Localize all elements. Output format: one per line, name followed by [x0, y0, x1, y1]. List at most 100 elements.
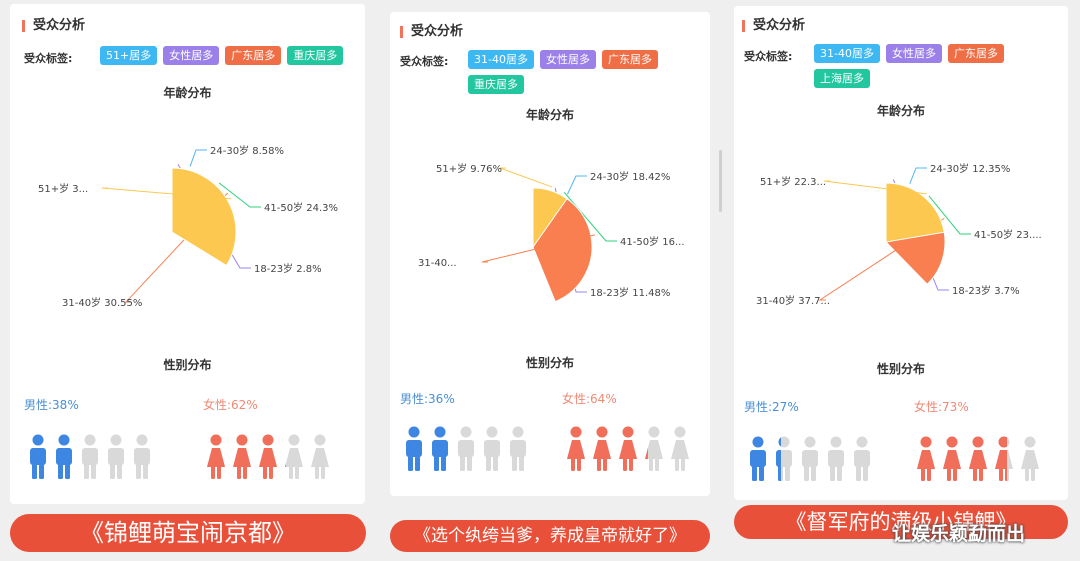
title-banner: 《督军府的满级小锦鲤》	[734, 505, 1068, 539]
pie-leader-line	[567, 175, 587, 195]
male-value: 27%	[772, 400, 799, 414]
male-person-icon	[852, 436, 872, 486]
title-banner: 《选个纨绔当爹，养成皇帝就好了》	[390, 520, 710, 552]
pie-data-label: 31-40...	[418, 258, 457, 269]
female-person-icon	[1020, 436, 1040, 486]
tag-list: 31-40居多 女性居多 广东居多 上海居多	[814, 44, 1064, 88]
age-pie-chart: 24-30岁 12.35% 41-50岁 23.... 18-23岁 3.7% 31-…	[756, 162, 1042, 307]
female-icon-row	[206, 434, 330, 484]
section-title: 受众分析	[742, 19, 805, 32]
pie-data-label: 31-40岁 37.7...	[756, 294, 830, 307]
audience-tag[interactable]: 51+居多	[100, 46, 158, 65]
female-person-icon	[942, 436, 962, 486]
scrollbar[interactable]	[719, 150, 722, 212]
pie-leader-line	[189, 149, 207, 167]
audience-tag[interactable]: 31-40居多	[814, 44, 880, 63]
pie-data-label: 24-30岁 18.42%	[590, 170, 670, 183]
audience-tag[interactable]: 广东居多	[225, 46, 282, 65]
audience-tag[interactable]: 广东居多	[947, 44, 1004, 63]
pie-data-label: 41-50岁 23....	[974, 228, 1042, 241]
pie-leader-line	[928, 195, 971, 235]
male-ratio: 男性:38%	[24, 396, 79, 413]
pie-leader-line	[218, 182, 261, 208]
pie-data-label: 18-23岁 3.7%	[952, 284, 1020, 297]
male-person-icon	[826, 436, 846, 486]
pie-data-label: 24-30岁 8.58%	[210, 144, 284, 157]
audience-tag[interactable]: 重庆居多	[287, 46, 344, 65]
female-label: 女性:	[562, 392, 591, 406]
audience-panel-1: 受众分析 受众标签: 51+居多 女性居多 广东居多 重庆居多 年龄分布 24-…	[10, 4, 365, 504]
male-person-icon	[54, 434, 74, 484]
pie-leader-line	[481, 234, 595, 263]
audience-tag[interactable]: 31-40居多	[468, 50, 534, 69]
male-value: 38%	[52, 398, 79, 412]
female-person-icon	[284, 434, 304, 484]
female-person-icon	[916, 436, 936, 486]
tags-label: 受众标签:	[744, 50, 793, 63]
age-pie-chart: 24-30岁 18.42% 41-50岁 16... 18-23岁 11.48% 31…	[418, 162, 685, 303]
pie-slice[interactable]	[532, 187, 568, 249]
pie-leader-line	[499, 167, 553, 188]
gender-chart-title: 性别分布	[876, 362, 925, 376]
age-chart-title: 年龄分布	[876, 104, 925, 118]
age-pie-chart: 24-30岁 8.58% 41-50岁 24.3% 18-23岁 2.8% 31-40…	[38, 144, 338, 309]
tag-list: 51+居多 女性居多 广东居多 重庆居多	[100, 46, 360, 65]
male-person-icon	[132, 434, 152, 484]
female-value: 73%	[942, 400, 969, 414]
audience-tag[interactable]: 广东居多	[601, 50, 658, 69]
female-icon-row	[916, 436, 1040, 486]
male-icon-row	[748, 436, 872, 486]
female-person-icon	[618, 426, 638, 476]
pie-leader-line	[818, 217, 945, 301]
title-banner: 《锦鲤萌宝闹京都》	[10, 514, 366, 552]
female-person-icon	[644, 426, 664, 476]
male-person-icon	[430, 426, 450, 476]
tags-label: 受众标签:	[24, 52, 73, 65]
audience-tag[interactable]: 上海居多	[814, 69, 870, 88]
pie-data-label: 18-23岁 2.8%	[254, 262, 322, 275]
male-label: 男性:	[400, 392, 429, 406]
watermark: 让娱乐颖勐而出	[892, 523, 1026, 545]
audience-tag[interactable]: 女性居多	[163, 46, 220, 65]
female-label: 女性:	[914, 400, 943, 414]
audience-tag[interactable]: 女性居多	[539, 50, 596, 69]
male-person-icon	[482, 426, 502, 476]
female-value: 64%	[590, 392, 617, 406]
pie-slice[interactable]	[885, 182, 945, 243]
pie-data-label: 51+岁 9.76%	[436, 162, 502, 175]
male-value: 36%	[428, 392, 455, 406]
audience-panel-2: 受众分析 受众标签: 31-40居多 女性居多 广东居多 重庆居多 年龄分布 2…	[390, 12, 710, 496]
gender-chart-title: 性别分布	[163, 358, 212, 372]
female-value: 62%	[231, 398, 258, 412]
male-person-icon	[28, 434, 48, 484]
audience-tag[interactable]: 女性居多	[885, 44, 942, 63]
pie-data-label: 31-40岁 30.55%	[62, 296, 142, 309]
pie-leader-line	[101, 187, 232, 200]
female-person-icon	[994, 436, 1014, 486]
male-person-icon	[106, 434, 126, 484]
male-person-icon	[80, 434, 100, 484]
pie-data-label: 41-50岁 24.3%	[264, 201, 338, 214]
male-person-icon	[774, 436, 794, 486]
male-person-icon	[456, 426, 476, 476]
male-person-icon	[800, 436, 820, 486]
pie-data-label: 41-50岁 16...	[620, 235, 685, 248]
gender-chart-title: 性别分布	[525, 356, 574, 370]
female-person-icon	[968, 436, 988, 486]
male-icon-row	[28, 434, 152, 484]
female-icon-row	[566, 426, 690, 476]
female-ratio: 女性:64%	[562, 390, 617, 407]
female-person-icon	[310, 434, 330, 484]
male-person-icon	[748, 436, 768, 486]
pie-leader-line	[909, 167, 927, 184]
pie-leader-line	[823, 180, 927, 195]
pie-slice[interactable]	[171, 167, 237, 267]
female-person-icon	[206, 434, 226, 484]
pie-data-label: 51+岁 3...	[38, 182, 88, 195]
female-person-icon	[670, 426, 690, 476]
female-person-icon	[592, 426, 612, 476]
male-label: 男性:	[744, 400, 773, 414]
audience-tag[interactable]: 重庆居多	[468, 75, 524, 94]
tag-list: 31-40居多 女性居多 广东居多 重庆居多	[468, 50, 704, 94]
age-chart-title: 年龄分布	[525, 108, 574, 122]
